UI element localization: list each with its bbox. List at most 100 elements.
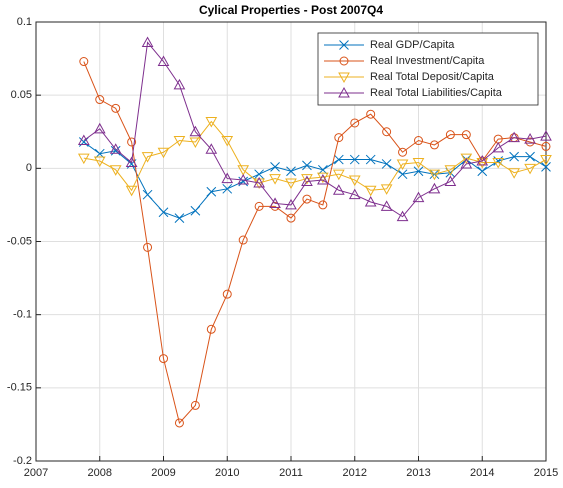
marker — [189, 125, 202, 137]
y-tick-label: 0 — [26, 162, 32, 174]
marker — [396, 159, 409, 170]
marker — [332, 184, 345, 195]
y-tick-label: -0.2 — [13, 455, 32, 467]
x-tick-label: 2010 — [215, 467, 239, 479]
x-tick-label: 2015 — [534, 467, 558, 479]
marker — [396, 210, 409, 222]
marker — [302, 160, 312, 171]
marker — [477, 166, 488, 177]
marker — [461, 130, 471, 140]
marker — [254, 201, 264, 211]
marker — [254, 169, 264, 180]
marker — [541, 141, 551, 151]
marker — [508, 131, 520, 143]
marker — [286, 213, 296, 223]
marker — [77, 153, 90, 165]
marker — [142, 189, 153, 200]
marker — [238, 235, 248, 245]
y-tick-label: -0.15 — [7, 382, 32, 394]
marker — [540, 130, 552, 141]
marker — [476, 157, 489, 169]
marker — [285, 198, 297, 210]
marker — [95, 95, 105, 105]
marker — [397, 169, 408, 180]
x-tick-label: 2011 — [279, 467, 303, 479]
marker — [492, 141, 505, 153]
marker — [125, 185, 138, 197]
y-tick-label: 0.1 — [17, 16, 32, 28]
x-tick-label: 2013 — [406, 467, 430, 479]
marker — [173, 136, 186, 147]
marker — [93, 156, 106, 168]
marker — [237, 165, 250, 176]
marker — [205, 143, 218, 154]
marker — [413, 166, 424, 177]
legend: Real GDP/Capita Real Investment/Capita Rea… — [317, 32, 539, 106]
marker — [334, 133, 344, 143]
marker — [141, 36, 154, 47]
marker — [127, 137, 137, 147]
marker — [364, 195, 377, 207]
marker — [412, 157, 425, 169]
marker — [79, 57, 89, 67]
x-tick-label: 2012 — [343, 467, 367, 479]
axes-box — [35, 21, 547, 462]
marker — [77, 134, 90, 146]
marker — [109, 143, 122, 154]
marker — [141, 152, 154, 163]
marker — [524, 163, 536, 175]
marker — [541, 162, 551, 172]
marker — [350, 118, 360, 128]
marker — [159, 354, 168, 364]
marker — [398, 147, 408, 157]
marker — [380, 184, 393, 195]
marker — [143, 242, 153, 252]
marker — [206, 324, 216, 334]
marker — [221, 136, 234, 147]
marker — [349, 154, 360, 165]
marker — [158, 207, 169, 218]
marker — [364, 185, 377, 197]
marker — [492, 157, 505, 169]
marker — [525, 151, 535, 162]
marker — [111, 103, 121, 113]
marker — [540, 155, 552, 166]
marker — [270, 162, 280, 172]
marker — [174, 418, 184, 428]
marker — [125, 156, 138, 167]
y-tick-label: 0.05 — [11, 89, 32, 101]
marker — [381, 159, 392, 169]
marker — [222, 289, 232, 299]
marker — [348, 175, 361, 187]
marker — [190, 205, 201, 216]
marker — [302, 194, 312, 204]
marker — [339, 40, 349, 50]
marker — [269, 174, 281, 185]
marker — [317, 174, 329, 185]
marker — [338, 86, 350, 98]
marker — [285, 178, 297, 189]
y-tick-label: -0.05 — [7, 235, 32, 247]
marker — [237, 174, 250, 185]
marker — [190, 400, 200, 410]
marker — [338, 72, 350, 84]
marker — [333, 154, 344, 165]
x-tick-label: 2014 — [470, 467, 494, 479]
marker — [157, 55, 170, 67]
marker — [382, 127, 392, 137]
marker — [173, 78, 186, 90]
marker — [205, 117, 218, 128]
marker — [412, 191, 425, 203]
marker — [509, 151, 519, 162]
marker — [366, 109, 376, 119]
x-tick-label: 2008 — [88, 467, 112, 479]
marker — [524, 133, 536, 144]
marker — [206, 186, 217, 197]
marker — [414, 136, 423, 146]
marker — [428, 182, 441, 194]
marker — [157, 147, 170, 159]
marker — [428, 169, 441, 181]
marker — [301, 174, 313, 185]
marker — [460, 153, 473, 165]
